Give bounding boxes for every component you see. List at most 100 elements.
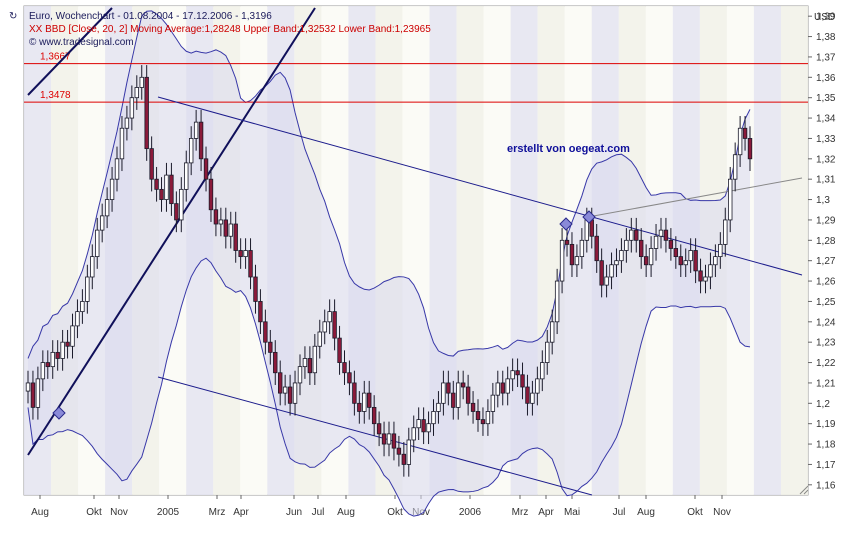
x-tick-label: 2005 <box>157 507 180 518</box>
candle-body <box>287 386 293 404</box>
candle-body <box>535 378 540 394</box>
resize-grip-icon <box>799 485 809 495</box>
candle-body <box>663 229 669 241</box>
signal-diamond <box>52 406 66 420</box>
candle-body <box>109 178 115 200</box>
candle-body <box>114 158 120 180</box>
candle-body <box>40 362 46 380</box>
candle-body <box>174 203 179 221</box>
candle-body <box>648 248 654 266</box>
candle-body <box>253 276 258 302</box>
candle-body <box>421 419 426 433</box>
refresh-icon[interactable]: ↻ <box>9 11 18 22</box>
candle-body <box>203 158 209 180</box>
y-tick-label: 1,3 <box>816 195 830 206</box>
candle-body <box>312 345 318 374</box>
candle-body <box>747 138 753 160</box>
candle-body <box>248 250 253 278</box>
y-tick-label: 1,39 <box>816 12 836 23</box>
signal-diamond <box>582 210 596 224</box>
y-tick-label: 1,28 <box>816 236 836 247</box>
candle-body <box>297 366 303 384</box>
month-stripe <box>753 6 781 495</box>
candle-body <box>134 87 139 99</box>
candle-body <box>431 411 436 425</box>
candle-body <box>391 433 397 449</box>
candle-body <box>376 423 382 435</box>
candle-body <box>164 174 169 200</box>
candle-body <box>282 386 288 394</box>
candle-body <box>213 209 219 225</box>
candle-body <box>624 239 629 251</box>
x-tick-label: Aug <box>337 507 355 518</box>
candle-body <box>569 243 575 266</box>
candle-body <box>159 188 164 200</box>
y-tick-label: 1,32 <box>816 154 836 165</box>
candle-body <box>604 276 609 286</box>
candle-body <box>104 199 110 217</box>
x-tick-label: Mrz <box>512 507 529 518</box>
candle-body <box>169 174 174 205</box>
candle-body <box>322 321 327 333</box>
y-tick-label: 1,25 <box>816 297 836 308</box>
candle-body <box>510 370 515 380</box>
downtrend-upper-line <box>157 96 803 276</box>
y-tick-label: 1,38 <box>816 32 836 43</box>
candle-body <box>416 419 421 429</box>
candle-body <box>243 250 248 258</box>
breakout-line <box>587 177 803 218</box>
candle-body <box>25 382 31 392</box>
y-tick-label: 1,33 <box>816 134 836 145</box>
candle-body <box>698 270 703 282</box>
candle-body <box>673 248 679 258</box>
candle-body <box>154 178 159 190</box>
y-tick-label: 1,22 <box>816 358 836 369</box>
candle-body <box>485 411 491 425</box>
resistance-label: 1,3478 <box>40 90 71 101</box>
candle-body <box>75 311 80 327</box>
bollinger-band-fill <box>28 10 750 517</box>
candle-body <box>426 423 431 433</box>
x-tick-label: Jun <box>286 507 302 518</box>
y-tick-label: 1,27 <box>816 256 836 267</box>
upper-band <box>27 10 751 359</box>
candle-body <box>396 447 402 455</box>
candle-body <box>381 433 387 445</box>
candle-body <box>317 331 322 347</box>
currency-label: USD <box>814 12 835 23</box>
y-tick-label: 1,18 <box>816 440 836 451</box>
candle-body <box>639 239 644 258</box>
month-stripe <box>780 6 808 495</box>
y-tick-label: 1,36 <box>816 73 836 84</box>
legend-title: Euro, Wochenchart - 01.08.2004 - 17.12.2… <box>29 11 272 22</box>
candle-body <box>505 378 510 394</box>
y-tick-label: 1,17 <box>816 460 836 471</box>
candle-body <box>594 235 599 262</box>
candle-body <box>737 127 743 156</box>
candle-body <box>599 260 604 286</box>
x-tick-label: Okt <box>86 507 102 518</box>
candle-body <box>554 280 560 323</box>
candle-body <box>55 351 60 359</box>
resistance-label: 1,3667 <box>40 52 71 63</box>
candle-body <box>184 162 189 190</box>
candle-body <box>411 427 416 441</box>
candle-body <box>85 276 90 302</box>
y-tick-label: 1,23 <box>816 338 836 349</box>
candle-body <box>35 378 41 408</box>
candle-body <box>119 127 125 160</box>
y-tick-label: 1,16 <box>816 480 836 491</box>
candle-body <box>500 382 505 394</box>
candle-body <box>223 219 229 237</box>
candle-body <box>198 121 204 160</box>
y-tick-label: 1,26 <box>816 277 836 288</box>
candle-body <box>371 406 377 425</box>
candle-body <box>268 341 273 353</box>
candle-body <box>144 76 149 150</box>
candle-body <box>45 362 50 368</box>
candle-body <box>540 362 545 380</box>
candle-body <box>263 321 268 343</box>
candle-body <box>273 351 278 374</box>
